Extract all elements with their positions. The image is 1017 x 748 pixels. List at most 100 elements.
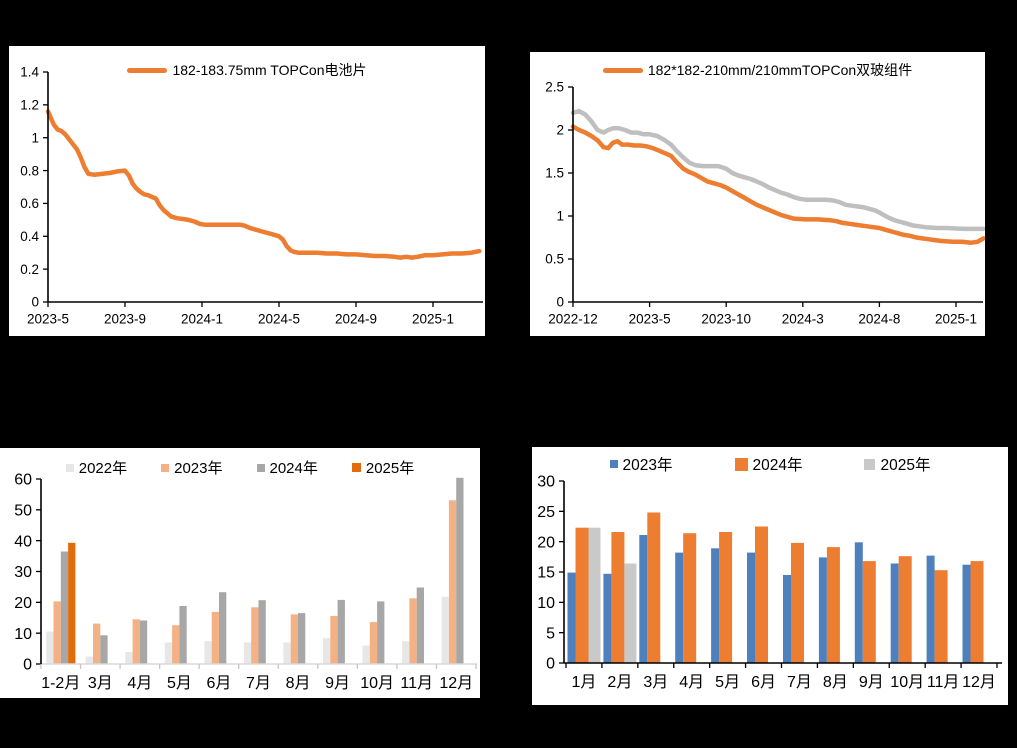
- x-category-label: 3月: [643, 674, 668, 691]
- x-tick-label: 2024-3: [782, 312, 824, 327]
- legend-label: 2023年: [622, 457, 673, 474]
- legend-square-swatch: [734, 457, 748, 471]
- y-tick-label: 20: [537, 534, 555, 551]
- x-category-label: 1-2月: [41, 675, 80, 692]
- bar: [647, 512, 661, 663]
- bar: [934, 570, 948, 663]
- bar: [826, 547, 840, 663]
- x-category-label: 4月: [679, 674, 704, 691]
- y-tick-label: 0.8: [20, 163, 39, 178]
- bar: [575, 527, 589, 663]
- x-category-label: 8月: [823, 674, 848, 691]
- y-tick-label: 1.2: [20, 98, 39, 113]
- bar: [675, 552, 684, 663]
- x-tick-label: 2023-10: [701, 312, 751, 327]
- bar: [791, 542, 804, 663]
- x-category-label: 7月: [787, 674, 812, 691]
- y-tick-label: 1: [31, 130, 39, 145]
- bar: [68, 542, 76, 664]
- bar: [862, 561, 876, 663]
- y-tick-label: 2.5: [545, 80, 564, 95]
- y-tick-label: 30: [537, 474, 555, 491]
- bar: [588, 527, 601, 663]
- legend-label: 2024年: [752, 457, 803, 474]
- bar: [362, 645, 370, 664]
- y-tick-label: 5: [546, 625, 555, 642]
- panel-topcon-module-price-chart: 182*182-210mm/210mmTOPCon双玻组件 0 0.5 1 1.5 2 2.…: [530, 52, 985, 336]
- x-category-label: 10月: [360, 675, 394, 692]
- bar: [85, 656, 93, 664]
- y-tick-label: 0: [31, 295, 39, 310]
- data-line-series-0: [45, 109, 482, 260]
- y-tick-label: 0.6: [20, 196, 39, 211]
- bar: [377, 601, 385, 664]
- bar-series-3: [68, 542, 76, 664]
- monthly-bar-right-plot: 0 5 10 15 20 25 30 1月 2月 3月 4月 5月 6月 7月 8月 9月 10月 11月 12月: [537, 474, 1002, 691]
- y-tick-label: 1.5: [545, 166, 564, 181]
- bar: [683, 533, 697, 663]
- bar: [567, 572, 576, 663]
- legend-item: 2023年: [161, 457, 223, 478]
- bar: [783, 575, 791, 663]
- legend-label: 2022年: [78, 460, 128, 477]
- bar: [624, 563, 637, 663]
- bar: [719, 532, 733, 663]
- legend-square-swatch: [864, 458, 876, 470]
- bar-series-1: [575, 512, 984, 663]
- x-tick-label: 2024-5: [258, 312, 300, 327]
- bar-series-2: [588, 527, 637, 663]
- x-category-label: 8月: [286, 675, 311, 692]
- x-category-label: 5月: [167, 675, 192, 692]
- x-tick-label: 2024-1: [181, 312, 223, 327]
- legend-line-swatch: [602, 67, 643, 73]
- y-tick-label: 10: [14, 626, 32, 643]
- panel-monthly-bar-chart-left: 2022年 2023年 2024年 2025年 0 10 20 30 40 50 60 1-2月 3月 4…: [0, 448, 480, 698]
- x-category-label: 6月: [751, 674, 776, 691]
- y-tick-label: 10: [537, 595, 555, 612]
- bar: [369, 622, 378, 664]
- x-category-label: 6月: [207, 675, 232, 692]
- legend-square-swatch: [609, 460, 618, 468]
- bar: [164, 642, 173, 664]
- y-tick-label: 50: [14, 502, 32, 519]
- bar-series-2: [60, 477, 464, 664]
- panel-monthly-bar-chart-right: 2023年 2024年 2025年 0 5 10 15 20 25 30 1月 2月 3月 4月 5月 6月 7…: [532, 447, 1008, 705]
- x-tick-label: 2023-5: [629, 312, 671, 327]
- legend-item: 182*182-210mm/210mmTOPCon双玻组件: [602, 60, 912, 80]
- y-tick-label: 25: [537, 504, 555, 521]
- x-category-label: 9月: [325, 675, 350, 692]
- x-category-label: 10月: [890, 674, 924, 691]
- bar: [60, 551, 69, 664]
- legend-square-swatch: [351, 463, 361, 472]
- legend-square-swatch: [65, 463, 74, 472]
- bar: [323, 638, 331, 664]
- y-tick-label: 60: [14, 472, 32, 489]
- monthly-bar-left-legend: 2022年 2023年 2024年 2025年: [0, 457, 480, 478]
- y-tick-label: 0.2: [20, 262, 39, 277]
- x-tick-label: 2023-9: [104, 312, 146, 327]
- bar: [926, 555, 935, 663]
- bar: [409, 598, 417, 664]
- y-tick-label: 0: [546, 656, 555, 673]
- y-tick-label: 0.4: [20, 229, 39, 244]
- bar: [100, 635, 108, 664]
- legend-square-swatch: [161, 463, 170, 472]
- y-tick-label: 1.4: [20, 65, 39, 80]
- bar: [603, 573, 612, 663]
- y-tick-label: 2: [556, 123, 564, 138]
- monthly-bar-right-legend: 2023年 2024年 2025年: [532, 453, 1008, 475]
- bar: [125, 652, 133, 664]
- bar: [962, 564, 971, 663]
- bar: [46, 631, 54, 664]
- y-tick-label: 40: [14, 533, 32, 550]
- bar: [639, 535, 648, 663]
- bar: [172, 625, 180, 664]
- legend-label: 2024年: [269, 460, 318, 477]
- x-category-label: 7月: [246, 675, 271, 692]
- bar: [611, 532, 625, 663]
- y-tick-label: 0: [556, 295, 564, 310]
- bar: [898, 556, 912, 663]
- bar: [337, 599, 345, 664]
- x-category-label: 2月: [607, 674, 632, 691]
- bar: [251, 607, 259, 664]
